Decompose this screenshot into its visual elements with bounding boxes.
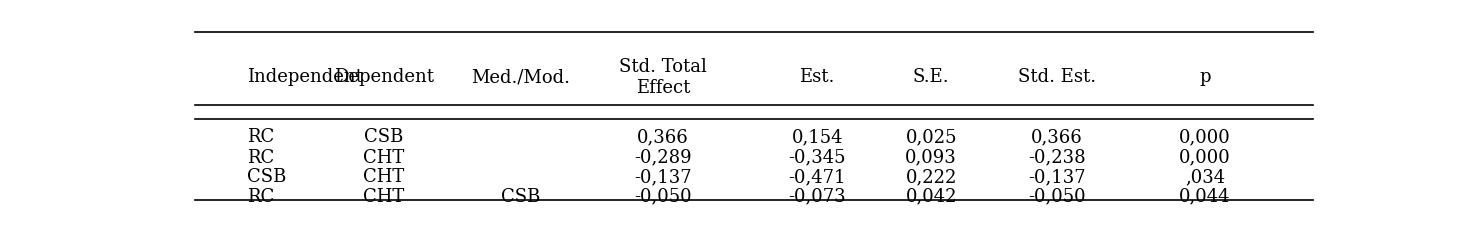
Text: Est.: Est. <box>799 68 835 86</box>
Text: Std. Total
Effect: Std. Total Effect <box>620 57 707 96</box>
Text: 0,154: 0,154 <box>792 128 843 146</box>
Text: 0,000: 0,000 <box>1179 128 1231 146</box>
Text: -0,137: -0,137 <box>1027 168 1085 185</box>
Text: 0,025: 0,025 <box>905 128 957 146</box>
Text: CHT: CHT <box>364 187 405 205</box>
Text: 0,044: 0,044 <box>1179 187 1231 205</box>
Text: 0,366: 0,366 <box>1030 128 1082 146</box>
Text: 0,222: 0,222 <box>905 168 957 185</box>
Text: S.E.: S.E. <box>913 68 949 86</box>
Text: -0,238: -0,238 <box>1027 148 1085 166</box>
Text: p: p <box>1200 68 1211 86</box>
Text: RC: RC <box>247 187 274 205</box>
Text: -0,073: -0,073 <box>789 187 846 205</box>
Text: RC: RC <box>247 148 274 166</box>
Text: ,034: ,034 <box>1185 168 1225 185</box>
Text: -0,471: -0,471 <box>789 168 846 185</box>
Text: Dependent: Dependent <box>334 68 434 86</box>
Text: 0,366: 0,366 <box>637 128 689 146</box>
Text: -0,345: -0,345 <box>789 148 846 166</box>
Text: CHT: CHT <box>364 148 405 166</box>
Text: 0,093: 0,093 <box>905 148 957 166</box>
Text: -0,050: -0,050 <box>634 187 692 205</box>
Text: Med./Mod.: Med./Mod. <box>471 68 570 86</box>
Text: RC: RC <box>247 128 274 146</box>
Text: 0,000: 0,000 <box>1179 148 1231 166</box>
Text: CHT: CHT <box>364 168 405 185</box>
Text: Std. Est.: Std. Est. <box>1017 68 1095 86</box>
Text: CSB: CSB <box>500 187 540 205</box>
Text: CSB: CSB <box>364 128 403 146</box>
Text: 0,042: 0,042 <box>905 187 957 205</box>
Text: -0,050: -0,050 <box>1027 187 1085 205</box>
Text: -0,289: -0,289 <box>634 148 692 166</box>
Text: CSB: CSB <box>247 168 286 185</box>
Text: Independent: Independent <box>247 68 362 86</box>
Text: -0,137: -0,137 <box>634 168 692 185</box>
